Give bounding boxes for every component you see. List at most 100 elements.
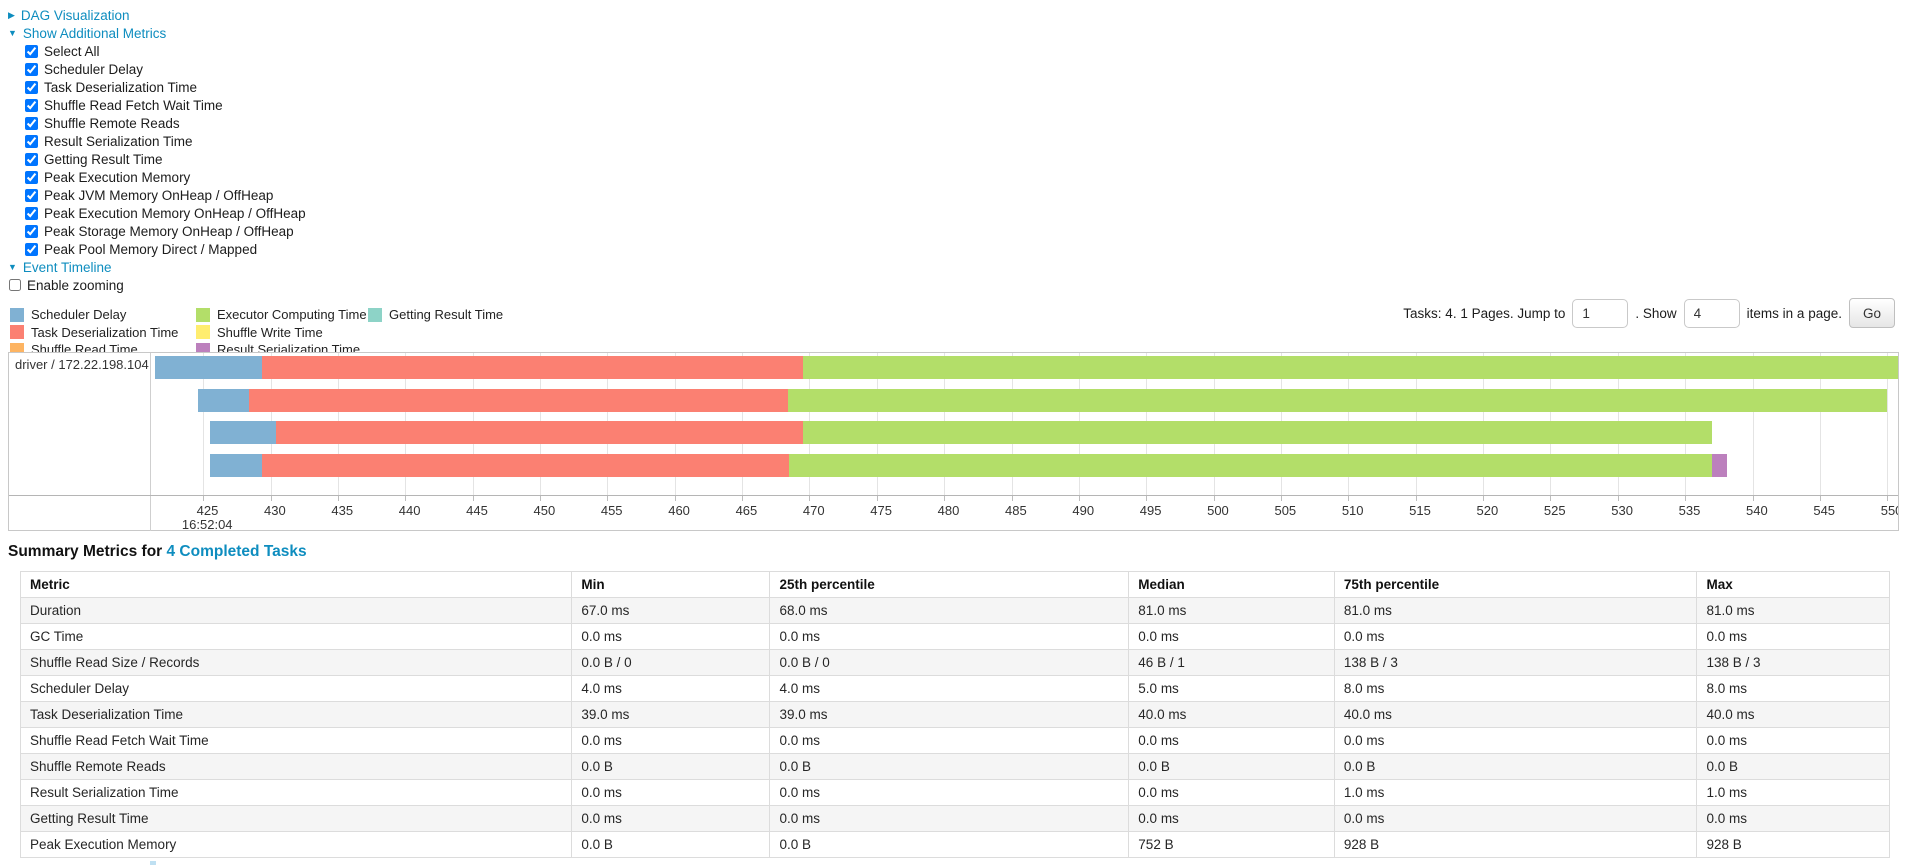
items-per-page-input[interactable] bbox=[1683, 298, 1740, 328]
pagination-suffix-text: items in a page. bbox=[1746, 305, 1842, 321]
axis-tick-mark bbox=[1685, 496, 1687, 501]
enable-zooming-label: Enable zooming bbox=[27, 277, 124, 293]
legend-item-label: Executor Computing Time bbox=[217, 307, 367, 323]
next-section-partial bbox=[150, 861, 156, 865]
axis-tick-mark bbox=[203, 496, 205, 501]
axis-tick-label: 475 bbox=[870, 503, 892, 518]
enable-zooming-checkbox[interactable] bbox=[9, 279, 21, 291]
legend-item-label: Scheduler Delay bbox=[31, 307, 127, 323]
metrics-column-header: 75th percentile bbox=[1333, 571, 1698, 598]
metric-value-cell: 0.0 ms bbox=[1128, 727, 1335, 754]
metric-value-cell: 0.0 B bbox=[1696, 753, 1890, 780]
axis-tick-mark bbox=[472, 496, 474, 501]
task-pagination: Tasks: 4. 1 Pages. Jump to . Show items … bbox=[1403, 296, 1895, 330]
task-bar-segment-executor-computing-time[interactable] bbox=[789, 454, 1713, 478]
metric-value-cell: 4.0 ms bbox=[769, 675, 1130, 702]
metric-checkbox[interactable] bbox=[25, 116, 38, 130]
event-timeline-toggle[interactable]: ▼ Event Timeline bbox=[8, 258, 306, 276]
dag-visualization-link[interactable]: DAG Visualization bbox=[20, 7, 130, 23]
metric-name-cell: Getting Result Time bbox=[19, 805, 573, 832]
axis-tick-mark bbox=[607, 496, 609, 501]
legend-item: Scheduler Delay bbox=[10, 306, 178, 324]
jump-to-page-input[interactable] bbox=[1572, 298, 1629, 328]
task-bar-segment-scheduler-delay[interactable] bbox=[197, 388, 249, 412]
metric-value-cell: 0.0 B bbox=[769, 753, 1130, 780]
metric-checkbox[interactable] bbox=[25, 224, 38, 238]
metric-value-cell: 138 B / 3 bbox=[1696, 649, 1890, 676]
task-bar-segment-task-deserialization-time[interactable] bbox=[275, 421, 803, 445]
show-additional-metrics-toggle[interactable]: ▼ Show Additional Metrics bbox=[8, 24, 306, 42]
metrics-table-row: Task Deserialization Time 39.0 ms 39.0 ms 4… bbox=[19, 701, 1890, 728]
metric-checkbox[interactable] bbox=[25, 152, 38, 166]
metric-value-cell: 1.0 ms bbox=[1696, 779, 1890, 806]
metric-checkbox[interactable] bbox=[25, 134, 38, 148]
metric-name-cell: Peak Execution Memory bbox=[19, 831, 573, 858]
task-bar-segment-scheduler-delay[interactable] bbox=[209, 421, 276, 445]
metric-checkbox-item[interactable]: Result Serialization Time bbox=[25, 132, 306, 150]
metric-value-cell: 0.0 ms bbox=[1696, 623, 1890, 650]
metric-value-cell: 8.0 ms bbox=[1333, 675, 1698, 702]
metric-checkbox[interactable] bbox=[25, 170, 38, 184]
summary-metrics-heading: Summary Metrics for 4 Completed Tasks bbox=[8, 543, 307, 561]
axis-left-cell bbox=[9, 496, 151, 531]
enable-zooming-control[interactable]: Enable zooming bbox=[8, 276, 306, 294]
metric-checkbox-item[interactable]: Shuffle Read Fetch Wait Time bbox=[25, 96, 306, 114]
dag-visualization-toggle[interactable]: ▶ DAG Visualization bbox=[8, 6, 306, 24]
task-bar-segment-scheduler-delay[interactable] bbox=[209, 454, 263, 478]
metric-checkbox-item[interactable]: Peak JVM Memory OnHeap / OffHeap bbox=[25, 186, 306, 204]
task-bar-segment-executor-computing-time[interactable] bbox=[802, 356, 1898, 379]
metric-checkbox-label: Peak Execution Memory bbox=[44, 169, 191, 185]
metric-checkbox-item[interactable]: Peak Execution Memory bbox=[25, 168, 306, 186]
legend-column: Executor Computing Time Shuffle Write Tim… bbox=[196, 306, 367, 359]
metric-checkbox[interactable] bbox=[25, 44, 38, 58]
task-bar-segment-task-deserialization-time[interactable] bbox=[249, 388, 788, 412]
metric-value-cell: 0.0 B bbox=[1333, 753, 1698, 780]
metric-name-cell: Scheduler Delay bbox=[19, 675, 573, 702]
axis-tick-label: 480 bbox=[937, 503, 960, 518]
metric-checkbox-item[interactable]: Peak Storage Memory OnHeap / OffHeap bbox=[25, 222, 306, 240]
metric-checkbox-item[interactable]: Getting Result Time bbox=[25, 150, 306, 168]
task-bar-segment-task-deserialization-time[interactable] bbox=[262, 356, 803, 379]
task-bar-segment-executor-computing-time[interactable] bbox=[802, 421, 1713, 445]
axis-tick-mark bbox=[1280, 496, 1282, 501]
metric-value-cell: 0.0 B / 0 bbox=[769, 649, 1130, 676]
axis-tick-label: 445 bbox=[466, 503, 488, 518]
metrics-column-header: Metric bbox=[19, 571, 573, 598]
metric-value-cell: 0.0 ms bbox=[769, 727, 1130, 754]
show-additional-metrics-link[interactable]: Show Additional Metrics bbox=[22, 25, 167, 41]
axis-tick-label: 495 bbox=[1139, 503, 1162, 518]
axis-tick-label: 430 bbox=[264, 503, 286, 518]
metric-checkbox[interactable] bbox=[25, 98, 38, 112]
axis-tick-mark bbox=[1078, 496, 1080, 501]
metric-value-cell: 0.0 ms bbox=[1128, 623, 1335, 650]
metrics-table-row: Scheduler Delay 4.0 ms 4.0 ms 5.0 ms 8.0 ms 8… bbox=[19, 675, 1890, 702]
metric-checkbox[interactable] bbox=[25, 62, 38, 76]
event-timeline-chart: driver / 172.22.198.104 425 16:52:04 430 43… bbox=[8, 352, 1899, 531]
go-button[interactable]: Go bbox=[1848, 298, 1895, 328]
metric-checkbox-label: Peak Pool Memory Direct / Mapped bbox=[44, 241, 258, 257]
metric-checkbox-item[interactable]: Peak Execution Memory OnHeap / OffHeap bbox=[25, 204, 306, 222]
metric-checkbox[interactable] bbox=[25, 80, 38, 94]
metric-checkbox-item[interactable]: Select All bbox=[25, 42, 306, 60]
pagination-show-text: . Show bbox=[1635, 305, 1677, 321]
metric-checkbox-item[interactable]: Scheduler Delay bbox=[25, 60, 306, 78]
completed-tasks-link[interactable]: 4 Completed Tasks bbox=[166, 543, 307, 560]
axis-tick-mark bbox=[1213, 496, 1215, 501]
legend-column: Scheduler Delay Task Deserialization Time… bbox=[10, 306, 178, 359]
legend-item-label: Task Deserialization Time bbox=[31, 324, 179, 340]
legend-column: Getting Result Time bbox=[368, 306, 503, 324]
stage-detail-controls: ▶ DAG Visualization ▼ Show Additional Me… bbox=[8, 6, 306, 294]
task-bar-segment-executor-computing-time[interactable] bbox=[787, 388, 1888, 412]
task-bar-segment-task-deserialization-time[interactable] bbox=[262, 454, 790, 478]
task-bar-segment-scheduler-delay[interactable] bbox=[154, 356, 263, 379]
metric-checkbox-item[interactable]: Task Deserialization Time bbox=[25, 78, 306, 96]
axis-tick-label: 425 bbox=[196, 503, 219, 518]
metric-checkbox-item[interactable]: Shuffle Remote Reads bbox=[25, 114, 306, 132]
metric-checkbox[interactable] bbox=[25, 242, 38, 256]
event-timeline-link[interactable]: Event Timeline bbox=[22, 259, 112, 275]
metric-checkbox[interactable] bbox=[25, 188, 38, 202]
metric-checkbox[interactable] bbox=[25, 206, 38, 220]
metric-checkbox-item[interactable]: Peak Pool Memory Direct / Mapped bbox=[25, 240, 306, 258]
task-bar-segment-result-serialization-time[interactable] bbox=[1712, 454, 1727, 478]
metric-value-cell: 0.0 ms bbox=[571, 805, 771, 832]
